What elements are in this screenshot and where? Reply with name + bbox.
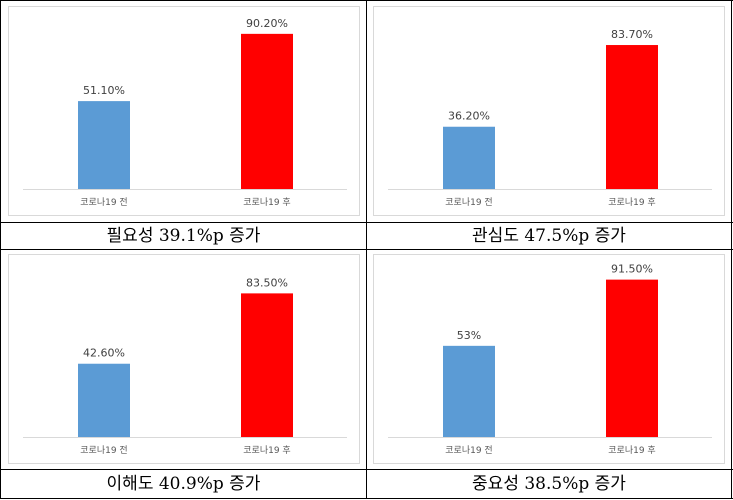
data-label: 36.20%: [448, 110, 490, 123]
bar-before: [78, 363, 130, 437]
bar-before: [443, 345, 495, 437]
table-divider-caption-top-1: [0, 222, 733, 223]
category-tick-label: 코로나19 전: [80, 197, 127, 208]
chart-caption-3: 이해도 40.9%p 증가: [106, 474, 261, 494]
category-tick-label: 코로나19 전: [445, 445, 492, 456]
category-tick-label: 코로나19 후: [608, 197, 655, 208]
data-label: 91.50%: [611, 263, 653, 276]
category-tick-label: 코로나19 전: [80, 445, 127, 456]
chart-caption-4: 중요성 38.5%p 증가: [472, 474, 626, 494]
bar-after: [241, 33, 293, 189]
data-label: 53%: [457, 329, 481, 342]
chart-panel-1: 51.10% 코로나19 전 90.20% 코로나19 후: [8, 6, 360, 216]
category-tick-label: 코로나19 후: [608, 445, 655, 456]
chart-panel-2: 36.20% 코로나19 전 83.70% 코로나19 후: [373, 6, 725, 216]
chart-caption-1: 필요성 39.1%p 증가: [106, 226, 261, 246]
bar-chart-1: 51.10% 코로나19 전 90.20% 코로나19 후: [23, 17, 347, 208]
data-label: 90.20%: [246, 17, 288, 30]
bar-chart-4: 53% 코로나19 전 91.50% 코로나19 후: [388, 263, 712, 456]
chart-panel-4: 53% 코로나19 전 91.50% 코로나19 후: [373, 254, 725, 464]
bar-chart-3: 42.60% 코로나19 전 83.50% 코로나19 후: [23, 276, 347, 456]
data-label: 83.50%: [246, 276, 288, 289]
bar-after: [606, 45, 658, 190]
table-divider-caption-top-2: [0, 469, 733, 470]
data-label: 51.10%: [83, 84, 125, 97]
data-label: 83.70%: [611, 28, 653, 41]
bar-after: [606, 279, 658, 437]
category-tick-label: 코로나19 전: [445, 197, 492, 208]
bar-chart-2: 36.20% 코로나19 전 83.70% 코로나19 후: [388, 28, 712, 208]
chart-caption-2: 관심도 47.5%p 증가: [472, 226, 626, 246]
data-label: 42.60%: [83, 347, 125, 360]
category-tick-label: 코로나19 후: [243, 445, 290, 456]
table-divider-caption-bottom-1: [0, 249, 733, 250]
chart-panel-3: 42.60% 코로나19 전 83.50% 코로나19 후: [8, 254, 360, 464]
bar-before: [78, 101, 130, 189]
bar-after: [241, 293, 293, 437]
bar-before: [443, 126, 495, 189]
category-tick-label: 코로나19 후: [243, 197, 290, 208]
